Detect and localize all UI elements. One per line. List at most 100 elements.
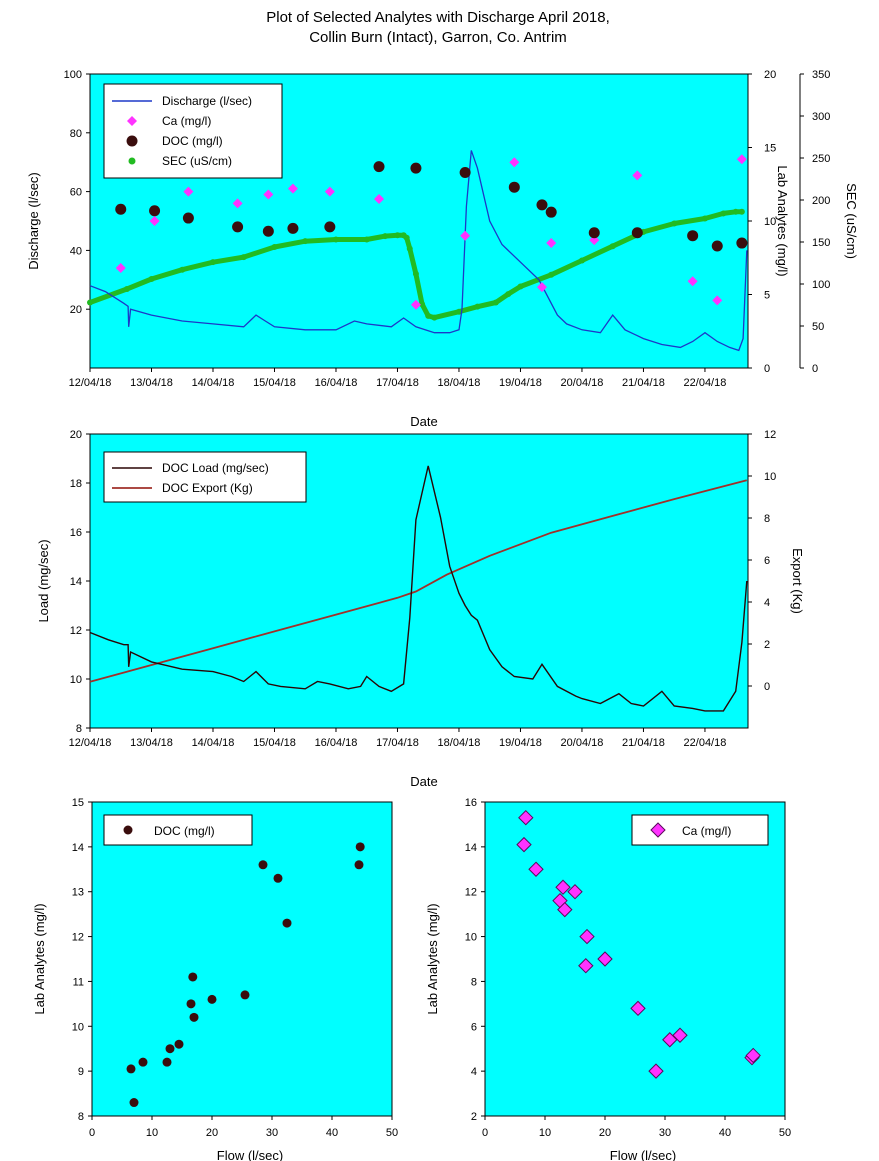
ca-point [687,276,698,287]
sec-point [419,301,426,308]
doc-point [631,227,643,239]
doc-point [126,1064,136,1074]
doc-load-series-line [89,465,748,712]
y-tick-label: 16 [70,527,82,539]
y3-tick-label: 100 [812,279,830,291]
sec-point [87,299,93,306]
doc-point [207,994,217,1004]
ca-point [648,1063,664,1079]
x-tick-label: 13/04/18 [130,377,173,389]
x-axis-label: Flow (l/sec) [610,1148,676,1161]
x-tick-label: 10 [539,1127,551,1139]
ca-point [183,186,194,197]
x-tick-label: 40 [719,1127,731,1139]
ca-point [632,170,643,181]
y2-tick-label: 10 [764,471,776,483]
legend: Ca (mg/l) [631,814,769,846]
sec-point [609,243,616,250]
legend-export-label: DOC Export (Kg) [162,481,253,495]
x-tick-label: 50 [779,1127,791,1139]
doc-point [162,1057,172,1067]
x-tick-label: 0 [89,1127,95,1139]
y-tick-label: 20 [70,429,82,441]
ca-point [324,186,335,197]
x-tick-label: 20 [206,1127,218,1139]
sec-point [148,275,155,282]
doc-load-export-chart: 8 10 12 14 16 18 20 0 2 4 6 8 10 12 12/04/18 13/04/18 14… [36,429,805,789]
sec-point [363,236,370,243]
legend-discharge-label: Discharge (l/sec) [162,94,252,108]
sec-point [406,245,413,252]
ca-point [712,295,723,306]
y2-tick-label: 5 [764,290,770,302]
y-tick-label: 80 [70,128,82,140]
sec-point [382,233,389,240]
ca-point [555,879,571,895]
y3-tick-label: 150 [812,237,830,249]
ca-point [528,861,544,877]
x-tick-label: 50 [386,1127,398,1139]
x-tick-label: 18/04/18 [438,737,481,749]
chart-title-line2: Collin Burn (Intact), Garron, Co. Antrim [309,29,567,46]
y2-tick-label: 0 [764,681,770,693]
y2-tick-label: 8 [764,513,770,525]
y-tick-label: 2 [471,1111,477,1123]
sec-point [123,286,130,293]
y2-axis-label: Export (Kg) [790,548,805,614]
ca-point [115,263,126,274]
legend-load-label: DOC Load (mg/sec) [162,461,269,475]
ca-point [579,928,595,945]
legend-ca-swatch [127,116,137,126]
ca-point [578,958,594,974]
ca-point [567,884,583,900]
y-tick-label: 14 [465,842,477,854]
x-tick-label: 12/04/18 [69,737,112,749]
y-tick-label: 100 [64,69,82,81]
plot-area [484,801,786,1117]
sec-point [425,312,432,319]
x-tick-label: 15/04/18 [253,377,296,389]
y-tick-label: 6 [471,1021,477,1033]
ca-point [630,1000,646,1017]
doc-point [186,999,196,1009]
y-tick-label: 12 [70,625,82,637]
legend-label: DOC (mg/l) [154,824,215,838]
y-tick-label: 14 [72,842,84,854]
sec-point [474,303,481,310]
sec-point [412,270,419,277]
doc-point [188,972,198,982]
sec-point [271,244,278,251]
chart-title-line1: Plot of Selected Analytes with Discharge… [266,9,610,26]
ca-point [410,299,421,310]
sec-point [578,257,585,264]
x-tick-label: 0 [482,1127,488,1139]
legend-doc-swatch [126,135,138,147]
y2-tick-label: 2 [764,639,770,651]
doc-point [354,860,364,870]
y-tick-label: 8 [471,976,477,988]
x-tick-label: 40 [326,1127,338,1139]
doc-export-series-line [89,479,748,683]
ca-point [149,216,160,226]
sec-point [431,314,438,321]
ca-point [509,157,520,168]
sec-point [492,299,499,306]
sec-point [403,234,410,241]
discharge-series-line [89,150,748,352]
legend: DOC (mg/l) [103,814,253,846]
y-tick-label: 10 [72,1021,84,1033]
ca-point [546,238,557,249]
legend-ca-swatch [650,822,666,838]
doc-point [115,203,127,215]
doc-point [736,237,748,249]
ca-point [597,951,613,967]
y-axis-label: Lab Analytes (mg/l) [425,903,440,1014]
x-tick-label: 18/04/18 [438,377,481,389]
legend-doc-label: DOC (mg/l) [162,134,223,148]
sec-point [738,208,745,215]
ca-point [536,282,547,293]
x-tick-label: 20/04/18 [561,377,604,389]
sec-point [517,283,524,290]
y3-tick-label: 350 [812,69,830,81]
